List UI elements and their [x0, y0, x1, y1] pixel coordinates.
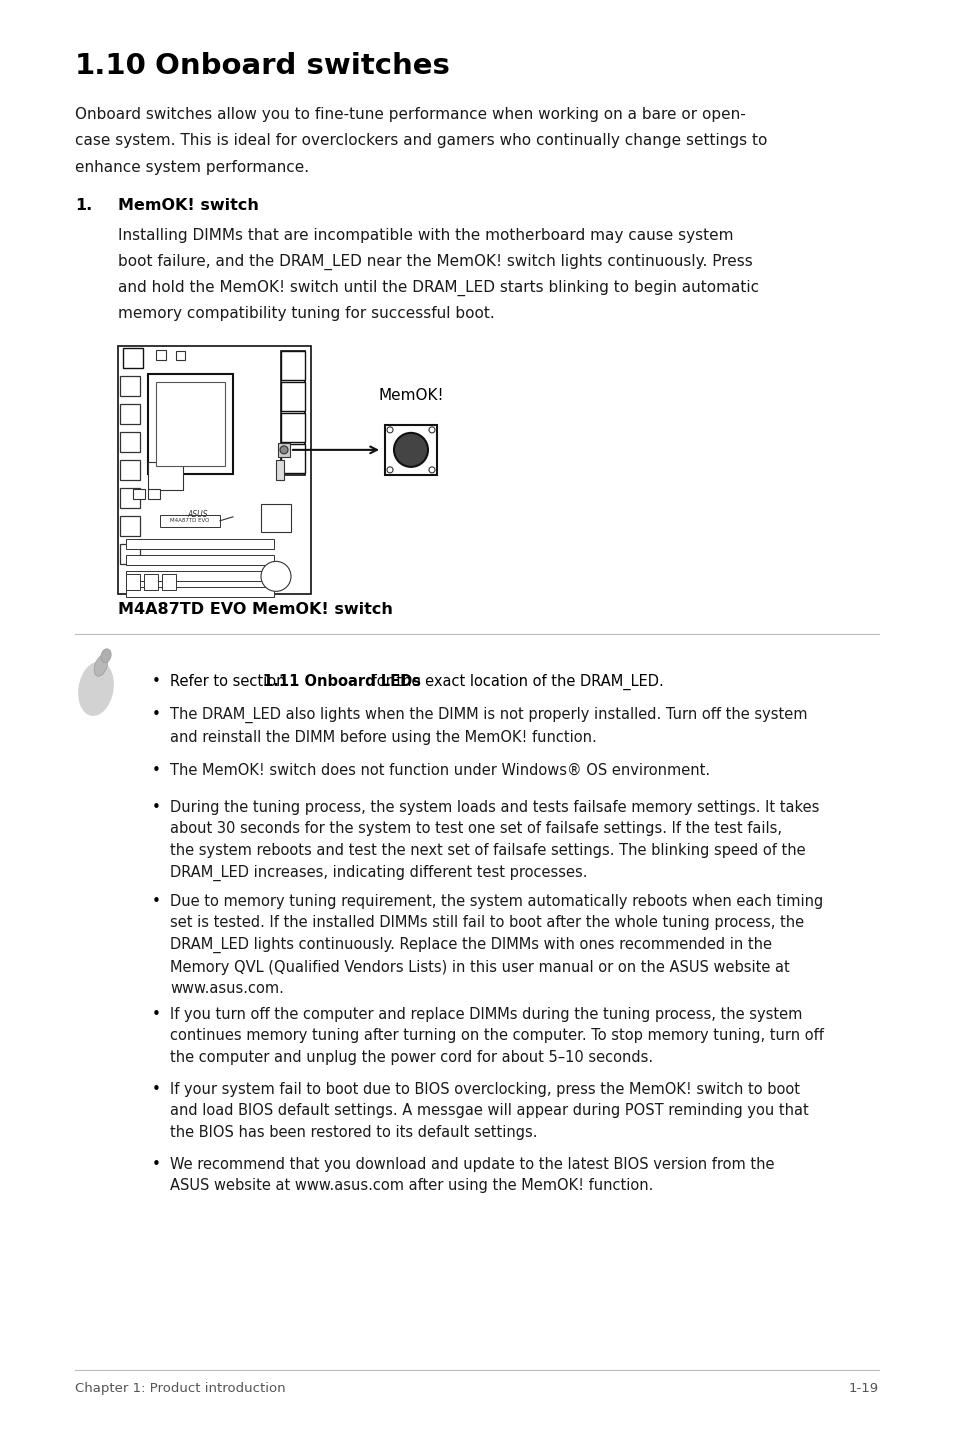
Bar — [126, 540, 274, 548]
Circle shape — [394, 432, 428, 467]
Bar — [118, 345, 311, 594]
Text: The MemOK! switch does not function under Windows® OS environment.: The MemOK! switch does not function unde… — [170, 763, 709, 778]
Bar — [385, 425, 436, 475]
Bar — [144, 574, 158, 590]
Text: M4A87TD EVO MemOK! switch: M4A87TD EVO MemOK! switch — [118, 601, 393, 617]
Bar — [126, 587, 274, 597]
Text: •: • — [152, 894, 161, 909]
Text: Refer to section: Refer to section — [170, 673, 290, 689]
Bar — [120, 375, 140, 395]
Text: •: • — [152, 707, 161, 722]
Text: ASUS: ASUS — [188, 510, 208, 518]
Bar — [132, 490, 145, 500]
Bar — [281, 351, 305, 474]
Ellipse shape — [78, 662, 113, 716]
Circle shape — [429, 467, 435, 473]
Text: boot failure, and the DRAM_LED near the MemOK! switch lights continuously. Press: boot failure, and the DRAM_LED near the … — [118, 253, 752, 271]
Circle shape — [261, 561, 291, 591]
Text: 1-19: 1-19 — [848, 1382, 878, 1395]
Text: memory compatibility tuning for successful boot.: memory compatibility tuning for successf… — [118, 306, 495, 321]
Bar — [261, 504, 291, 531]
Bar — [126, 571, 274, 581]
Text: Due to memory tuning requirement, the system automatically reboots when each tim: Due to memory tuning requirement, the sy… — [170, 894, 822, 997]
Text: enhance system performance.: enhance system performance. — [75, 159, 309, 175]
Bar — [120, 460, 140, 480]
Bar — [275, 460, 284, 480]
Text: MemOK!: MemOK! — [377, 388, 443, 402]
Text: We recommend that you download and update to the latest BIOS version from the
AS: We recommend that you download and updat… — [170, 1157, 774, 1193]
Text: •: • — [152, 1007, 161, 1021]
Text: and hold the MemOK! switch until the DRAM_LED starts blinking to begin automatic: and hold the MemOK! switch until the DRA… — [118, 279, 759, 296]
Text: •: • — [152, 1157, 161, 1171]
Text: 1.10: 1.10 — [75, 52, 147, 80]
Text: Installing DIMMs that are incompatible with the motherboard may cause system: Installing DIMMs that are incompatible w… — [118, 228, 733, 243]
Text: •: • — [152, 763, 161, 778]
Text: Onboard switches allow you to fine-tune performance when working on a bare or op: Onboard switches allow you to fine-tune … — [75, 107, 745, 122]
Text: 1.11 Onboard LEDs: 1.11 Onboard LEDs — [263, 673, 421, 689]
Text: Chapter 1: Product introduction: Chapter 1: Product introduction — [75, 1382, 285, 1395]
Bar — [156, 382, 225, 465]
Circle shape — [429, 427, 435, 432]
Text: case system. This is ideal for overclockers and gamers who continually change se: case system. This is ideal for overclock… — [75, 133, 766, 149]
Text: Onboard switches: Onboard switches — [154, 52, 450, 80]
Bar — [148, 461, 183, 490]
Bar — [120, 516, 140, 536]
Text: •: • — [152, 1081, 161, 1097]
Text: •: • — [152, 673, 161, 689]
Text: 1.: 1. — [75, 198, 92, 213]
Ellipse shape — [101, 649, 112, 663]
Bar — [281, 382, 305, 411]
Bar — [148, 374, 233, 474]
Bar — [281, 351, 305, 379]
Bar — [281, 444, 305, 473]
Bar — [120, 404, 140, 424]
Text: •: • — [152, 799, 161, 815]
Bar — [162, 574, 175, 590]
Circle shape — [387, 467, 393, 473]
Text: The DRAM_LED also lights when the DIMM is not properly installed. Turn off the s: The DRAM_LED also lights when the DIMM i… — [170, 707, 806, 745]
Bar — [120, 544, 140, 564]
Text: for the exact location of the DRAM_LED.: for the exact location of the DRAM_LED. — [367, 673, 663, 690]
Bar — [156, 349, 166, 359]
Text: If your system fail to boot due to BIOS overclocking, press the MemOK! switch to: If your system fail to boot due to BIOS … — [170, 1081, 808, 1140]
Bar — [126, 556, 274, 566]
Text: M4A87TD EVO: M4A87TD EVO — [171, 518, 210, 523]
Bar — [175, 351, 185, 359]
Text: During the tuning process, the system loads and tests failsafe memory settings. : During the tuning process, the system lo… — [170, 799, 819, 881]
Bar — [277, 442, 290, 457]
Bar — [160, 514, 220, 527]
Bar — [120, 431, 140, 451]
Text: If you turn off the computer and replace DIMMs during the tuning process, the sy: If you turn off the computer and replace… — [170, 1007, 823, 1065]
Bar — [123, 348, 143, 368]
Ellipse shape — [94, 656, 108, 676]
Bar — [148, 490, 160, 500]
Circle shape — [280, 445, 288, 454]
Bar — [120, 488, 140, 508]
Bar — [126, 574, 140, 590]
Circle shape — [387, 427, 393, 432]
Bar — [281, 412, 305, 441]
Text: MemOK! switch: MemOK! switch — [118, 198, 258, 213]
